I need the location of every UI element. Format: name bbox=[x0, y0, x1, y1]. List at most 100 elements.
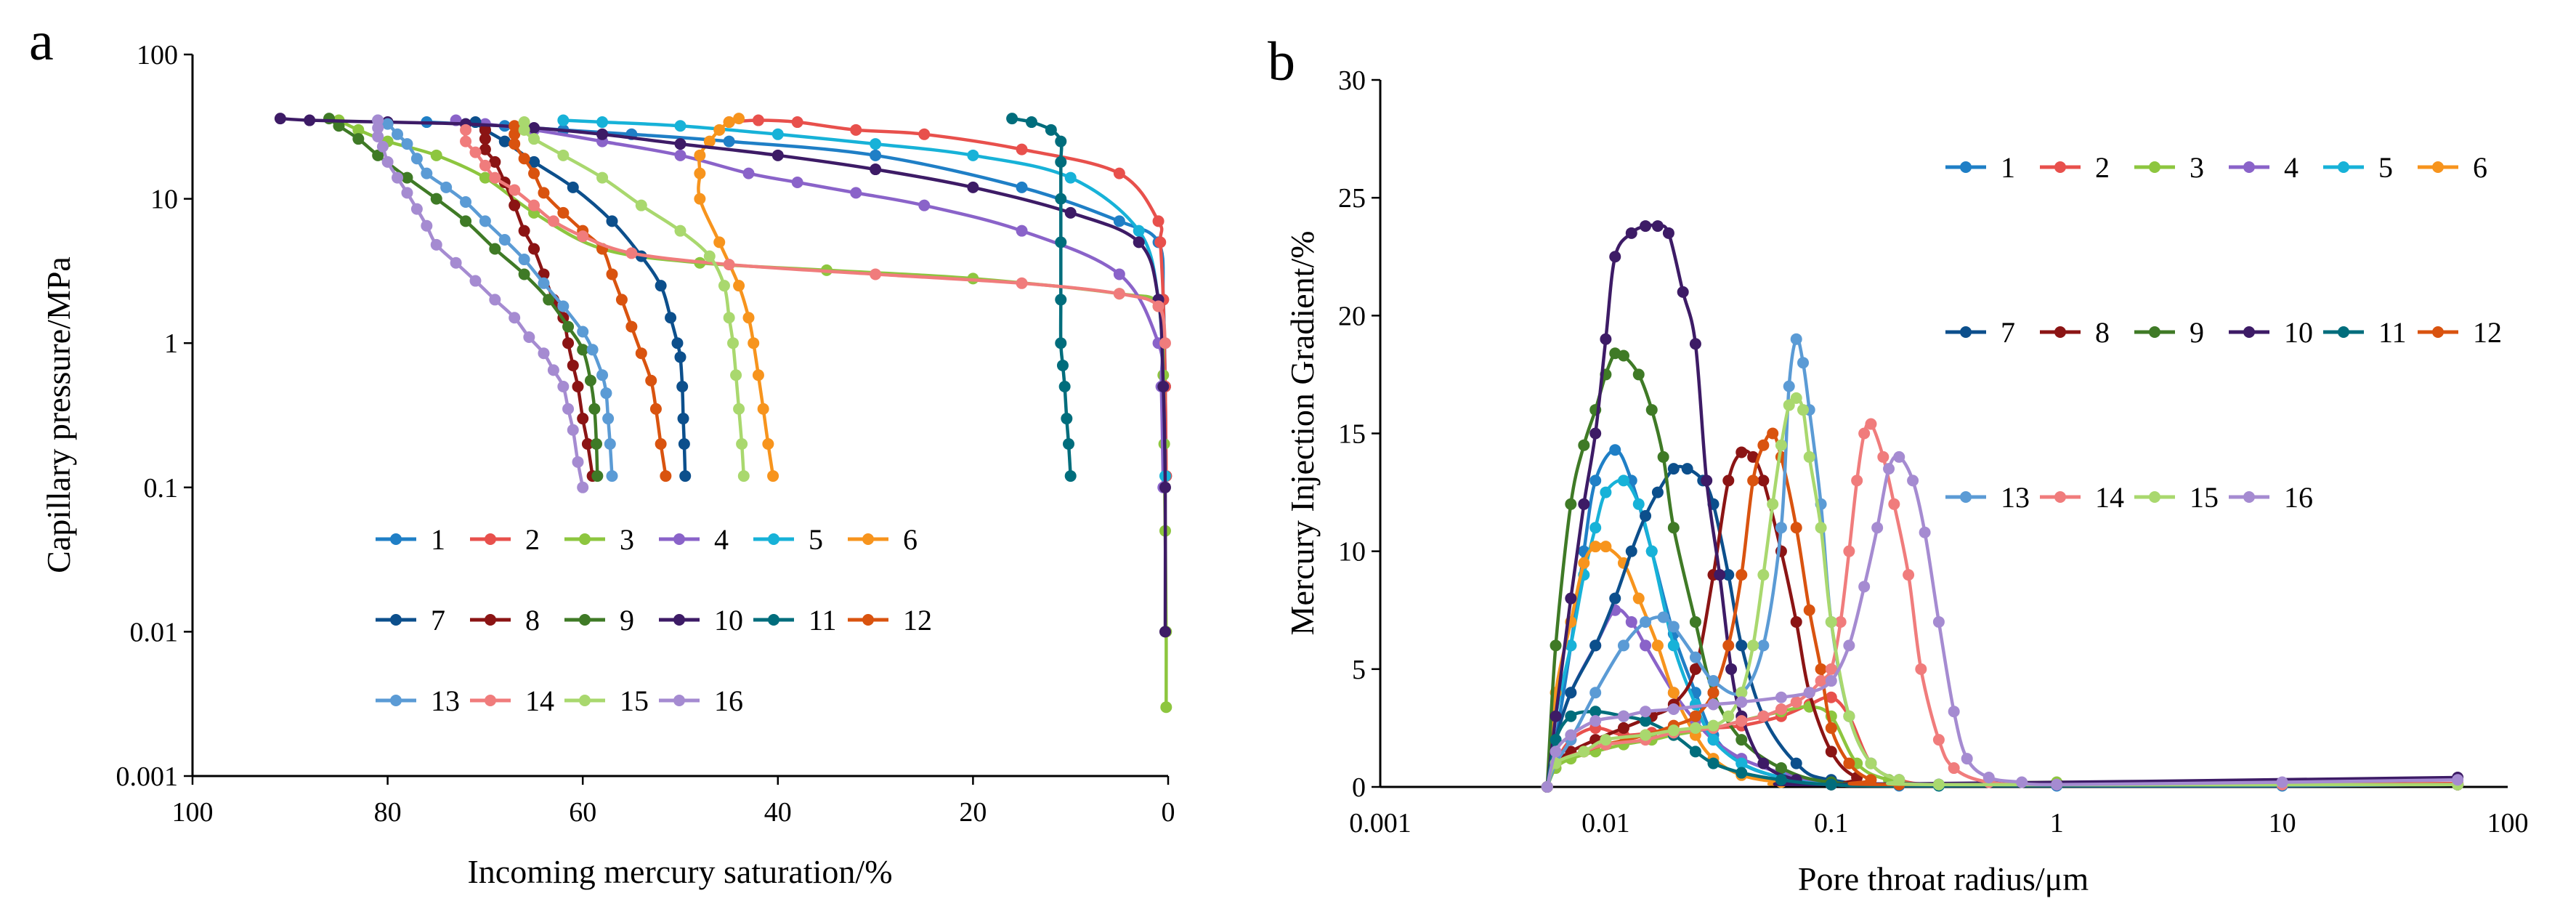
panel-b-data-point bbox=[1948, 706, 1960, 718]
panel-a-data-point bbox=[596, 128, 609, 140]
panel-b-series-15 bbox=[1541, 392, 2464, 793]
panel-b-data-point bbox=[1735, 687, 1748, 699]
panel-b-data-point bbox=[1681, 463, 1693, 475]
panel-b-series-9 bbox=[1541, 347, 2464, 793]
panel-b-data-point bbox=[1609, 592, 1621, 605]
panel-b-data-point bbox=[1565, 592, 1577, 605]
panel-a-series-15 bbox=[518, 116, 750, 482]
panel-a-series-11 bbox=[1006, 113, 1077, 482]
panel-a-data-point bbox=[694, 149, 706, 161]
panel-b-y-tick-label: 5 bbox=[1352, 655, 1366, 685]
panel-b-data-point bbox=[1640, 220, 1652, 233]
panel-a-legend-label: 12 bbox=[903, 604, 932, 637]
panel-a-data-point bbox=[460, 215, 472, 227]
panel-b-y-tick-label: 30 bbox=[1338, 65, 1366, 96]
panel-b-series-line-14 bbox=[1545, 421, 2460, 789]
panel-b-data-point bbox=[1625, 545, 1637, 557]
panel-b-data-point bbox=[1865, 774, 1877, 786]
panel-a-data-point bbox=[460, 135, 472, 148]
panel-a-data-point bbox=[479, 171, 491, 184]
panel-b-series-line-15 bbox=[1545, 396, 2460, 789]
panel-b-legend-item-16: 16 bbox=[2229, 481, 2313, 514]
panel-a-legend-label: 8 bbox=[525, 604, 540, 637]
panel-a-data-point bbox=[577, 413, 589, 425]
panel-a-data-point bbox=[557, 300, 570, 312]
panel-b-legend-label: 10 bbox=[2284, 316, 2313, 349]
panel-b-legend-item-7: 7 bbox=[1945, 316, 2015, 349]
panel-b-data-point bbox=[1589, 639, 1602, 652]
panel-a-data-point bbox=[381, 118, 394, 130]
panel-b-legend-marker bbox=[2054, 161, 2066, 173]
panel-a-data-point bbox=[1055, 193, 1067, 205]
panel-b-data-point bbox=[1790, 757, 1802, 769]
panel-b-data-point bbox=[1797, 404, 1810, 416]
panel-b-data-point bbox=[1617, 639, 1629, 652]
panel-b-data-point bbox=[1775, 774, 1787, 786]
panel-a-data-point bbox=[1063, 438, 1075, 451]
panel-a-legend-label: 1 bbox=[431, 523, 445, 556]
panel-b-data-point bbox=[1689, 651, 1701, 663]
panel-a-legend-item-9: 9 bbox=[564, 604, 634, 637]
panel-b-x-tick-label: 0.001 bbox=[1349, 808, 1411, 839]
panel-b-data-point bbox=[1932, 734, 1945, 746]
panel-b-data-point bbox=[1651, 639, 1664, 652]
panel-a-series-line-16 bbox=[376, 118, 585, 490]
panel-a-data-point bbox=[1154, 236, 1167, 249]
panel-a-legend-label: 11 bbox=[809, 604, 837, 637]
panel-b-data-point bbox=[1775, 522, 1787, 534]
panel-a-series-14 bbox=[460, 124, 1171, 350]
panel-b-data-point bbox=[1589, 474, 1602, 487]
panel-b-data-point bbox=[1948, 762, 1960, 775]
panel-b-data-point bbox=[1667, 621, 1680, 633]
panel-b-data-point bbox=[1689, 722, 1701, 734]
panel-a-data-point bbox=[372, 130, 384, 142]
panel-b-data-point bbox=[1600, 734, 1612, 746]
panel-a-legend-label: 6 bbox=[903, 523, 918, 556]
panel-a-data-point bbox=[1152, 300, 1165, 312]
panel-b-data-point bbox=[1775, 762, 1787, 775]
panel-a-legend-marker bbox=[390, 695, 402, 706]
panel-b-legend-item-12: 12 bbox=[2418, 316, 2502, 349]
panel-a-data-point bbox=[381, 155, 394, 168]
panel-b-data-point bbox=[1640, 510, 1652, 522]
panel-a-legend-marker bbox=[862, 533, 874, 545]
panel-b-data-point bbox=[1689, 615, 1701, 628]
panel-a-data-point bbox=[660, 470, 672, 482]
panel-a-data-point bbox=[596, 171, 609, 184]
panel-a-x-tick-label: 40 bbox=[764, 797, 792, 828]
panel-a-series-6 bbox=[694, 113, 779, 482]
panel-b-series-14 bbox=[1541, 418, 2464, 793]
panel-b-data-point bbox=[1747, 639, 1759, 652]
panel-b-data-point bbox=[1609, 251, 1621, 263]
panel-a-data-point bbox=[850, 124, 862, 136]
panel-b-data-point bbox=[1600, 486, 1612, 498]
panel-a-legend-item-8: 8 bbox=[470, 604, 540, 637]
panel-a-data-point bbox=[538, 187, 550, 199]
panel-a-legend-label: 15 bbox=[620, 684, 649, 717]
panel-a-legend-item-1: 1 bbox=[376, 523, 445, 556]
panel-b-data-point bbox=[1803, 451, 1815, 463]
panel-a-data-point bbox=[742, 167, 755, 179]
panel-b-data-point bbox=[1803, 687, 1815, 699]
panel-a-series-line-3 bbox=[337, 118, 1168, 709]
panel-b-data-point bbox=[1645, 545, 1658, 557]
panel-a-data-point bbox=[1055, 337, 1067, 350]
panel-b-legend-marker bbox=[2243, 161, 2255, 173]
panel-b-legend-label: 4 bbox=[2284, 151, 2298, 184]
panel-b-data-point bbox=[1722, 710, 1735, 722]
panel-a-legend-marker bbox=[862, 614, 874, 626]
panel-b-data-point bbox=[1707, 675, 1720, 687]
panel-b-data-point bbox=[1775, 439, 1787, 451]
panel-a-series-group bbox=[274, 113, 1172, 714]
panel-b-data-point bbox=[1825, 778, 1837, 791]
panel-a-x-tick-label: 80 bbox=[374, 797, 402, 828]
panel-a-data-point bbox=[733, 113, 745, 125]
panel-a-data-point bbox=[676, 380, 689, 392]
panel-a-data-point bbox=[401, 171, 413, 184]
panel-b-data-point bbox=[2276, 776, 2288, 788]
panel-a-data-point bbox=[625, 247, 638, 259]
panel-b-data-point bbox=[1858, 427, 1871, 440]
panel-a-legend-label: 13 bbox=[431, 684, 460, 717]
